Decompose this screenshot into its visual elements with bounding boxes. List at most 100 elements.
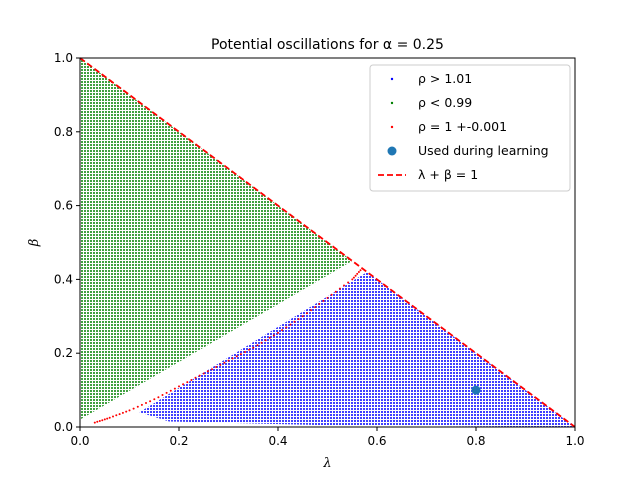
line-lambda-plus-beta <box>79 57 576 428</box>
legend-box <box>369 64 571 192</box>
boundary-point <box>96 420 99 423</box>
boundary-point <box>106 417 109 420</box>
legend-label: Used during learning <box>418 143 549 158</box>
legend-label: ρ = 1 +-0.001 <box>418 119 507 134</box>
boundary-point <box>202 372 205 375</box>
x-tick-label: 0.4 <box>268 434 287 448</box>
boundary-point <box>169 389 172 392</box>
boundary-point <box>132 407 135 410</box>
boundary-point <box>264 339 267 342</box>
boundary-point <box>112 415 114 418</box>
boundary-point <box>356 272 359 275</box>
x-tick-label: 0.0 <box>70 434 89 448</box>
y-tick-label: 0.4 <box>54 272 73 286</box>
boundary-point <box>206 370 209 373</box>
boundary-point <box>219 363 222 366</box>
boundary-point <box>338 287 341 290</box>
boundary-point <box>227 359 230 362</box>
boundary-point <box>322 299 325 302</box>
boundary-point <box>293 320 296 323</box>
boundary-point <box>145 402 147 404</box>
plot-marks <box>79 57 576 428</box>
boundary-point <box>285 326 288 329</box>
boundary-point <box>231 357 234 360</box>
boundary-point <box>165 391 168 394</box>
boundary-point <box>334 290 337 293</box>
boundary-point <box>314 306 317 309</box>
boundary-point <box>343 284 345 287</box>
y-tick-label: 0.0 <box>54 420 73 434</box>
boundary-point <box>248 348 251 351</box>
learning-point <box>471 385 481 395</box>
boundary-point <box>357 271 360 273</box>
boundary-point <box>182 383 185 386</box>
boundary-point <box>115 414 118 417</box>
boundary-point <box>352 276 355 279</box>
boundary-point <box>190 379 193 381</box>
boundary-point <box>310 309 312 312</box>
boundary-point <box>268 336 271 339</box>
boundary-point <box>157 396 160 399</box>
boundary-point <box>194 376 197 379</box>
x-tick-label: 0.2 <box>169 434 188 448</box>
boundary-point <box>161 394 164 396</box>
legend-handle <box>390 77 394 81</box>
legend-handle <box>387 146 397 156</box>
boundary-point <box>326 296 329 299</box>
legend: ρ > 1.01 ρ < 0.99 ρ = 1 +-0.001 Used during… <box>369 64 571 192</box>
boundary-point <box>272 334 275 337</box>
y-tick-label: 0.6 <box>54 199 73 213</box>
boundary-point <box>347 281 350 284</box>
boundary-point <box>178 385 180 388</box>
boundary-point <box>93 421 96 424</box>
boundary-point <box>121 411 124 414</box>
boundary-point <box>103 418 106 421</box>
boundary-point <box>256 344 259 347</box>
x-tick-label: 1.0 <box>565 434 584 448</box>
legend-label: ρ > 1.01 <box>418 71 472 86</box>
boundary-point <box>136 405 139 408</box>
y-axis-label: β <box>27 239 42 248</box>
region-rho-below <box>80 58 353 420</box>
boundary-point <box>252 346 255 349</box>
boundary-point <box>318 303 321 305</box>
boundary-point <box>351 278 354 281</box>
boundary-point <box>277 331 279 334</box>
region-rho-above <box>139 272 575 427</box>
boundary-point <box>297 318 300 321</box>
chart-title: Potential oscillations for α = 0.25 <box>211 37 444 53</box>
boundary-point <box>359 269 362 272</box>
boundary-point <box>301 315 304 318</box>
legend-label: ρ < 0.99 <box>418 95 472 110</box>
x-tick-label: 0.8 <box>466 434 485 448</box>
boundary-point <box>215 366 218 368</box>
boundary-point <box>125 410 128 413</box>
axes-frame <box>79 57 576 428</box>
boundary-point <box>128 409 131 412</box>
boundary-point <box>244 351 246 353</box>
boundary-point <box>140 403 143 406</box>
boundary-point <box>239 353 242 356</box>
boundary-point <box>211 368 213 371</box>
axes: 0.0 0.2 0.4 0.6 0.8 1.0 0.0 0.2 0.4 0.6 0.8 1.0 <box>54 51 585 448</box>
x-axis-label: λ <box>322 456 331 471</box>
boundary-point <box>281 329 284 332</box>
boundary-point <box>260 341 263 344</box>
boundary-point <box>305 312 308 315</box>
boundary-point <box>354 274 357 277</box>
x-tick-label: 0.6 <box>367 434 386 448</box>
boundary-point <box>118 413 121 416</box>
y-tick-label: 1.0 <box>54 51 73 65</box>
boundary-point <box>149 400 152 403</box>
boundary-point <box>330 293 333 296</box>
boundary-point <box>98 420 101 422</box>
y-tick-label: 0.8 <box>54 125 73 139</box>
boundary-point <box>101 419 104 422</box>
boundary-point <box>198 374 201 377</box>
boundary-point <box>173 387 176 390</box>
boundary-point <box>153 398 156 401</box>
legend-handle <box>390 125 394 129</box>
legend-label: λ + β = 1 <box>418 167 478 182</box>
